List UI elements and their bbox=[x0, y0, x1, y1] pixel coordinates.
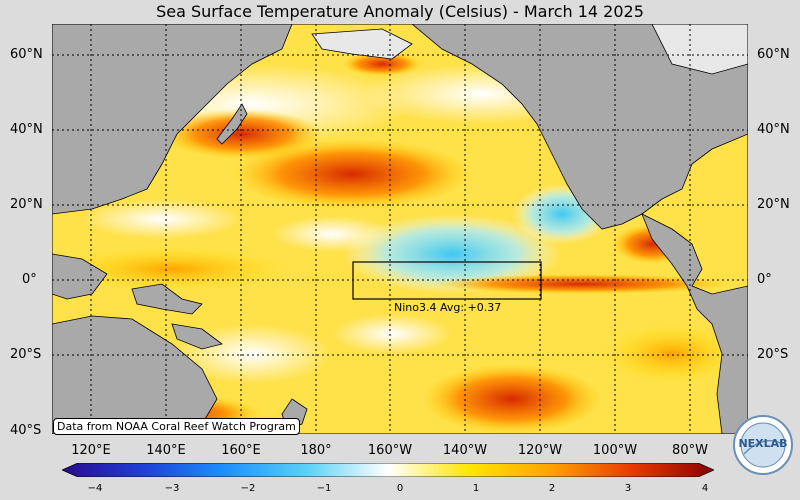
lat-label-left: 40°S bbox=[10, 423, 42, 438]
lat-label-right: 60°N bbox=[757, 47, 790, 62]
lon-label: 140°W bbox=[442, 443, 488, 458]
lat-label-left: 40°N bbox=[10, 122, 43, 137]
lat-label-right: 20°S bbox=[757, 347, 789, 362]
lat-label-right: 20°N bbox=[757, 197, 790, 212]
colorbar-tick: −3 bbox=[164, 483, 180, 494]
lat-label-right: 40°N bbox=[757, 122, 790, 137]
colorbar-tick: 2 bbox=[548, 483, 556, 494]
lon-label: 80°W bbox=[672, 443, 708, 458]
logo-text: NEXLAB bbox=[738, 437, 787, 450]
lat-label-left: 0° bbox=[22, 272, 37, 287]
lon-label: 100°W bbox=[592, 443, 638, 458]
colorbar-tick: 4 bbox=[701, 483, 709, 494]
colorbar-tick: −1 bbox=[316, 483, 332, 494]
colorbar-tick: 1 bbox=[472, 483, 480, 494]
colorbar bbox=[62, 463, 714, 477]
colorbar-tick: 0 bbox=[396, 483, 404, 494]
lat-label-right: 0° bbox=[757, 272, 772, 287]
sst-map bbox=[52, 24, 748, 434]
lon-label: 160°W bbox=[367, 443, 413, 458]
lon-label: 140°E bbox=[146, 443, 186, 458]
nexlab-logo: NEXLAB bbox=[733, 415, 793, 475]
lon-label: 120°W bbox=[517, 443, 563, 458]
colorbar-tick: −4 bbox=[87, 483, 103, 494]
nino34-label: Nino3.4 Avg: +0.37 bbox=[394, 301, 502, 314]
source-note: Data from NOAA Coral Reef Watch Program bbox=[53, 418, 300, 435]
lat-label-left: 20°S bbox=[10, 347, 42, 362]
colorbar-tick: 3 bbox=[624, 483, 632, 494]
lon-label: 180° bbox=[300, 443, 332, 458]
nino34-box bbox=[352, 261, 542, 300]
lat-label-left: 20°N bbox=[10, 197, 43, 212]
land bbox=[52, 24, 748, 434]
lat-label-left: 60°N bbox=[10, 47, 43, 62]
lon-label: 120°E bbox=[71, 443, 111, 458]
colorbar-tick: −2 bbox=[240, 483, 256, 494]
map-title: Sea Surface Temperature Anomaly (Celsius… bbox=[156, 2, 644, 21]
lon-label: 160°E bbox=[221, 443, 261, 458]
graticule bbox=[52, 24, 748, 434]
